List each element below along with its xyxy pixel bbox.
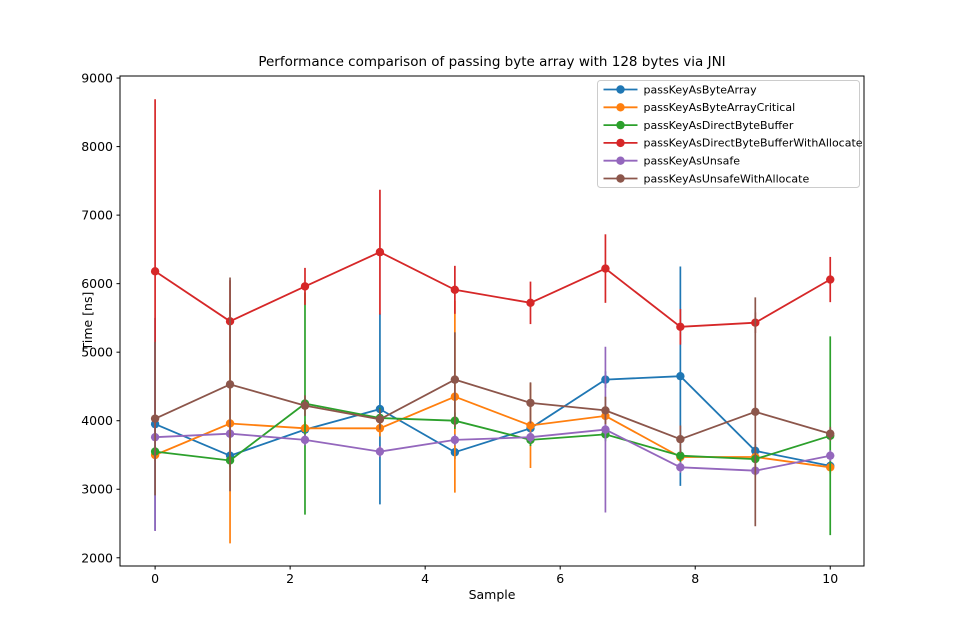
legend-entry: passKeyAsUnsafe bbox=[603, 155, 741, 168]
data-point-marker bbox=[676, 322, 685, 332]
legend-entry: passKeyAsUnsafeWithAllocate bbox=[603, 172, 810, 185]
series-line bbox=[154, 251, 831, 328]
legend-entry: passKeyAsDirectByteBufferWithAllocate bbox=[603, 137, 863, 150]
data-point-marker bbox=[601, 425, 610, 434]
x-axis-label: Sample bbox=[469, 587, 516, 602]
series-line bbox=[154, 375, 831, 467]
data-point-marker bbox=[676, 435, 685, 444]
x-tick-label: 0 bbox=[151, 571, 159, 586]
legend-label: passKeyAsDirectByteBufferWithAllocate bbox=[644, 137, 863, 150]
data-point-marker bbox=[300, 435, 310, 445]
legend-label: passKeyAsUnsafeWithAllocate bbox=[644, 172, 810, 185]
data-point-marker bbox=[601, 406, 610, 415]
x-tick-label: 10 bbox=[822, 571, 838, 586]
x-tick-label: 4 bbox=[421, 571, 429, 586]
series-passKeyAsUnsafeWithAllocate bbox=[150, 277, 835, 527]
data-point-marker bbox=[375, 247, 385, 257]
series-layer bbox=[150, 99, 835, 544]
y-tick-label: 8000 bbox=[81, 139, 113, 154]
legend-marker-dot bbox=[616, 156, 625, 165]
series-line bbox=[154, 378, 831, 441]
legend-box bbox=[597, 80, 860, 188]
data-point-marker bbox=[601, 264, 610, 273]
y-tick-label: 9000 bbox=[81, 71, 113, 86]
data-point-marker bbox=[526, 298, 535, 308]
data-point-marker bbox=[375, 415, 385, 424]
legend-label: passKeyAsByteArrayCritical bbox=[644, 101, 796, 114]
x-tick-label: 8 bbox=[691, 571, 699, 586]
data-point-marker bbox=[450, 435, 460, 445]
y-axis-label: Time [ns] bbox=[80, 292, 95, 352]
data-point-marker bbox=[150, 267, 160, 276]
legend-label: passKeyAsUnsafe bbox=[644, 155, 741, 168]
legend-marker-dot bbox=[616, 85, 625, 94]
legend-marker-dot bbox=[616, 138, 625, 148]
y-tick-label: 2000 bbox=[81, 550, 113, 565]
x-tick-label: 6 bbox=[556, 571, 564, 586]
data-point-marker bbox=[450, 285, 460, 295]
data-point-marker bbox=[676, 451, 685, 460]
data-point-marker bbox=[676, 371, 685, 381]
legend-marker-dot bbox=[616, 174, 625, 183]
data-point-marker bbox=[826, 429, 835, 438]
legend-label: passKeyAsByteArray bbox=[644, 83, 758, 96]
series-passKeyAsDirectByteBufferWithAllocate bbox=[150, 99, 835, 444]
data-point-marker bbox=[526, 421, 535, 430]
data-point-marker bbox=[300, 282, 310, 291]
legend-entry: passKeyAsByteArray bbox=[603, 83, 758, 96]
legend-entry: passKeyAsByteArrayCritical bbox=[603, 101, 796, 114]
data-point-marker bbox=[676, 463, 685, 472]
chart-title: Performance comparison of passing byte a… bbox=[258, 54, 725, 70]
axes-layer: 2000 3000 4000 5000 6000 7000 8000 9000 0 2 4 6 8 10 bbox=[81, 71, 838, 586]
legend-marker-dot bbox=[616, 103, 625, 112]
legend-entry: passKeyAsDirectByteBuffer bbox=[603, 119, 794, 132]
data-point-marker bbox=[225, 380, 235, 389]
x-tick-label: 2 bbox=[286, 571, 294, 586]
series-line bbox=[154, 402, 831, 462]
y-tick-label: 4000 bbox=[81, 413, 113, 428]
data-point-marker bbox=[826, 451, 835, 460]
data-point-marker bbox=[150, 414, 160, 423]
data-point-marker bbox=[826, 275, 835, 284]
y-tick-label: 6000 bbox=[81, 276, 113, 291]
data-point-marker bbox=[526, 432, 535, 442]
legend-marker-dot bbox=[616, 120, 625, 130]
y-tick-label: 3000 bbox=[81, 482, 113, 497]
legend-layer: passKeyAsByteArray passKeyAsByteArrayCrit… bbox=[597, 80, 863, 188]
data-point-marker bbox=[526, 398, 535, 408]
data-point-marker bbox=[751, 407, 760, 417]
data-point-marker bbox=[300, 401, 310, 410]
data-point-marker bbox=[375, 447, 385, 456]
y-tick-label: 5000 bbox=[81, 345, 113, 360]
series-line bbox=[155, 428, 831, 472]
legend-label: passKeyAsDirectByteBuffer bbox=[644, 119, 794, 132]
data-point-marker bbox=[450, 375, 460, 384]
y-tick-label: 7000 bbox=[81, 208, 113, 223]
